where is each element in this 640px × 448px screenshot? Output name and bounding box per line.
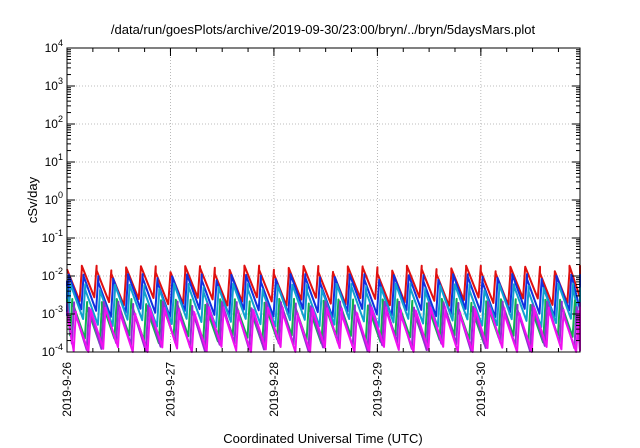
series-line <box>66 306 581 353</box>
x-tick-label: 2019-9-26 <box>60 362 74 417</box>
series-line <box>66 282 581 329</box>
y-tick-label: 10-2 <box>42 266 63 283</box>
y-tick-label: 10-4 <box>42 342 63 359</box>
x-tick-label: 2019-9-28 <box>267 362 281 417</box>
x-axis-label: Coordinated Universal Time (UTC) <box>223 431 422 446</box>
y-tick-label: 102 <box>45 114 63 131</box>
y-tick-label: 10-1 <box>42 228 63 245</box>
x-tick-labels: 2019-9-26 2019-9-27 2019-9-28 2019-9-29 2019… <box>60 362 488 417</box>
y-tick-label: 101 <box>45 152 63 169</box>
x-tick-label: 2019-9-30 <box>474 362 488 417</box>
series-line <box>66 264 581 307</box>
y-tick-label: 103 <box>45 76 63 93</box>
y-tick-labels: 10-4 10-3 10-2 10-1 100 101 102 103 104 <box>42 38 63 359</box>
axis-ticks <box>66 47 580 353</box>
x-tick-label: 2019-9-29 <box>370 362 384 417</box>
chart-title: /data/run/goesPlots/archive/2019-09-30/2… <box>111 22 536 37</box>
series-layer <box>66 264 581 353</box>
y-axis-label: cSv/day <box>25 176 40 223</box>
y-tick-label: 104 <box>45 38 63 55</box>
y-tick-label: 100 <box>45 190 63 207</box>
x-tick-label: 2019-9-27 <box>163 362 177 417</box>
y-tick-label: 10-3 <box>42 304 63 321</box>
